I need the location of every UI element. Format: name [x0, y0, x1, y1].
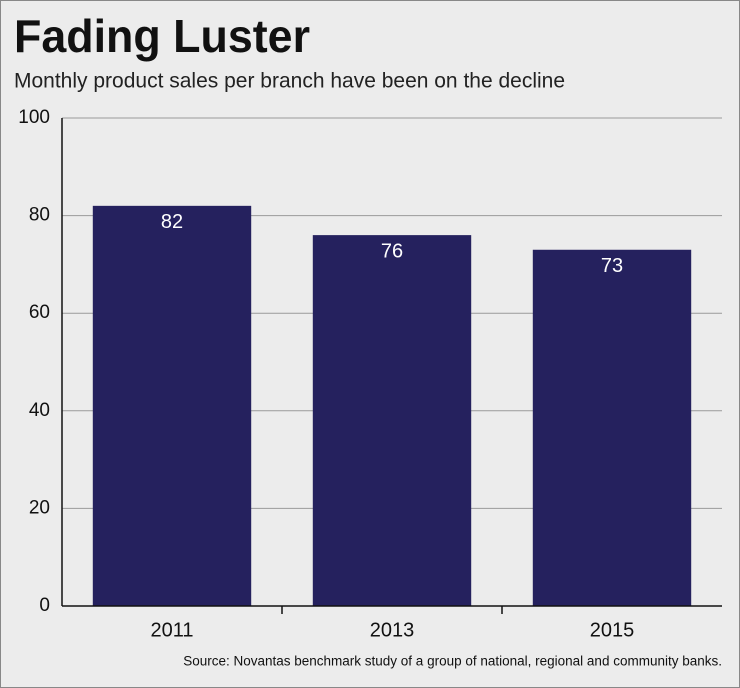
x-tick-label: 2011 — [150, 619, 193, 641]
y-tick-label: 60 — [29, 302, 50, 323]
y-tick-label: 40 — [29, 400, 50, 421]
x-tick-label: 2015 — [590, 619, 635, 641]
bar — [92, 205, 252, 606]
y-tick-label: 100 — [18, 107, 50, 128]
y-tick-label: 20 — [29, 497, 50, 518]
value-label: 73 — [601, 255, 623, 277]
chart-subtitle: Monthly product sales per branch have be… — [14, 70, 565, 93]
value-label: 82 — [161, 211, 183, 233]
bar — [312, 235, 472, 606]
value-label: 76 — [381, 240, 403, 262]
bar — [532, 249, 692, 606]
chart-title: Fading Luster — [14, 10, 310, 62]
source-note: Source: Novantas benchmark study of a gr… — [183, 654, 722, 669]
y-tick-label: 80 — [29, 205, 50, 226]
y-tick-label: 0 — [39, 595, 50, 616]
x-tick-label: 2013 — [370, 619, 415, 641]
